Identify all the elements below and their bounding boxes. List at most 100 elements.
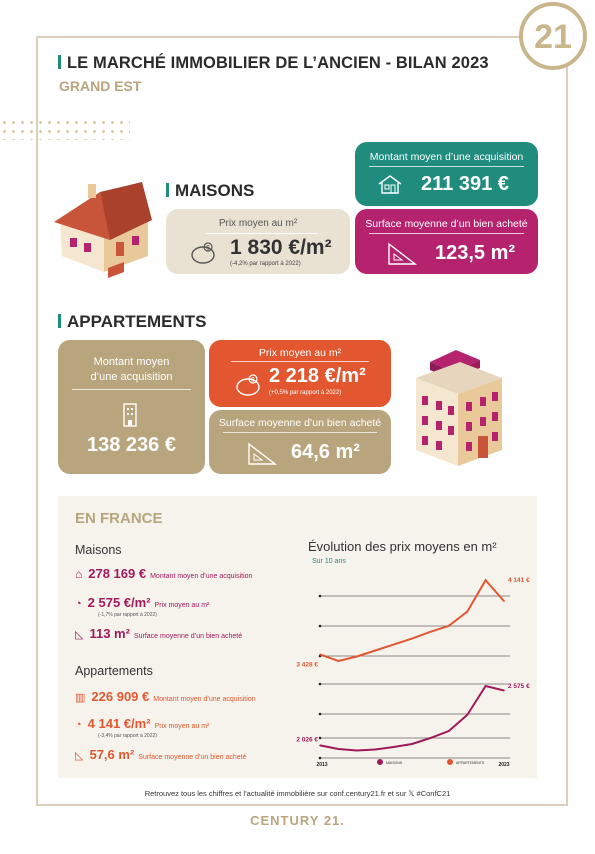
france-appartements-prix-label: Prix moyen au m² — [154, 723, 210, 730]
france-appartements-title: Appartements — [75, 664, 153, 678]
france-maisons-surface-value: 113 m² — [89, 626, 130, 641]
page-title: LE MARCHÉ IMMOBILIER DE L’ANCIEN - BILAN… — [58, 54, 489, 73]
appartements-acquisition-card: Montant moyen d’une acquisition 138 236 … — [58, 340, 205, 474]
piggy-bank-icon: $ — [236, 374, 260, 396]
chart-subtitle: Sur 10 ans — [312, 558, 346, 565]
brand-name: CENTURY 21. — [250, 813, 345, 828]
france-appartements-acquisition-label: Montant moyen d’une acquisition — [153, 696, 256, 703]
maisons-surface-label: Surface moyenne d’un bien acheté — [365, 218, 528, 230]
set-square-icon — [248, 442, 277, 465]
piggy-bank-icon: ◔ — [75, 719, 82, 731]
appartements-prix-value: 2 218 €/m² — [269, 365, 366, 387]
maisons-acquisition-label: Montant moyen d’une acquisition — [369, 151, 524, 163]
france-title: EN FRANCE — [75, 510, 163, 527]
x-tick-label: 2023 — [498, 762, 509, 768]
appartements-prix-note: (+0,5% par rapport à 2022) — [269, 390, 342, 396]
data-label-start: 2 026 € — [296, 736, 318, 743]
gridline-dot — [318, 756, 322, 760]
data-point — [484, 685, 487, 687]
appartements-title: APPARTEMENTS — [58, 312, 206, 332]
france-maisons-prix-note: (-1,7% par rapport à 2022) — [98, 612, 157, 618]
legend-label: MAISONS — [386, 761, 403, 765]
data-label-end: 4 141 € — [508, 577, 530, 584]
maisons-surface-value: 123,5 m² — [435, 242, 516, 264]
data-point — [484, 579, 487, 582]
maisons-prix-note: (-4,2% par rapport à 2022) — [230, 261, 301, 267]
chart-title: Évolution des prix moyens en m² — [308, 539, 497, 554]
appartements-prix-label: Prix moyen au m² — [258, 347, 342, 359]
france-maisons-acquisition-value: 278 169 € — [88, 566, 147, 581]
data-point — [503, 689, 505, 692]
data-point — [466, 714, 468, 716]
piggy-bank-icon: $ — [191, 242, 215, 264]
gridline-dot — [318, 736, 322, 740]
data-point — [356, 749, 358, 752]
maisons-prix-card: Prix moyen au m² $ 1 830 €/m² (-4,2% par… — [166, 209, 350, 274]
appartements-surface-card: Surface moyenne d’un bien acheté 64,6 m² — [209, 410, 391, 474]
france-appartements-prix: ◔ 4 141 €/m² Prix moyen au m² — [75, 716, 209, 731]
data-point — [392, 643, 395, 646]
france-appartements-prix-note: (-3,4% par rapport à 2022) — [98, 733, 157, 739]
footer-note: Retrouvez tous les chiffres et l’actuali… — [144, 789, 451, 798]
france-maisons-prix-value: 2 575 €/m² — [87, 595, 151, 610]
data-point — [448, 625, 450, 627]
gridline-dot — [318, 682, 322, 686]
set-square-icon: ◺ — [75, 750, 84, 762]
maisons-acquisition-value: 211 391 € — [421, 173, 509, 195]
price-evolution-chart: 3 428 € 4 141 € 2 026 € 2 575 € 2013 2023 MAIS… — [296, 577, 530, 768]
france-appartements-surface-value: 57,6 m² — [89, 747, 135, 762]
data-label-end: 2 575 € — [508, 683, 530, 690]
gridline-dot — [318, 712, 322, 716]
appartements-surface-label: Surface moyenne d’un bien acheté — [218, 417, 382, 429]
data-point — [466, 610, 468, 613]
france-maisons-prix: ◔ 2 575 €/m² Prix moyen au m² — [75, 595, 209, 610]
france-appartements-surface: ◺ 57,6 m² Surface moyenne d’un bien ache… — [75, 747, 246, 762]
gridline-dot — [318, 624, 322, 628]
piggy-bank-icon: ◔ — [75, 598, 82, 610]
france-maisons-acquisition-label: Montant moyen d’une acquisition — [150, 573, 253, 580]
maisons-title: MAISONS — [166, 181, 254, 201]
data-label-start: 3 428 € — [296, 661, 318, 668]
building-icon — [123, 403, 137, 427]
data-point — [411, 743, 413, 745]
data-point — [319, 744, 321, 747]
decorative-dots — [0, 118, 130, 140]
apartment-building-illustration — [416, 350, 502, 466]
century21-logo: 21 — [519, 2, 587, 70]
france-maisons-acquisition: ⌂ 278 169 € Montant moyen d’une acquisit… — [75, 566, 252, 581]
data-point — [337, 660, 340, 662]
x-tick-label: 2013 — [316, 762, 327, 768]
data-point — [503, 600, 505, 602]
data-point — [374, 748, 376, 751]
page-frame — [36, 36, 568, 806]
france-panel: EN FRANCE Maisons ⌂ 278 169 € Montant mo… — [58, 496, 537, 778]
france-appartements-surface-label: Surface moyenne d’un bien acheté — [138, 754, 247, 761]
appartements-acquisition-label-2: d’une acquisition — [90, 371, 173, 383]
house-icon — [378, 175, 402, 194]
france-appartements-prix-value: 4 141 €/m² — [87, 716, 151, 731]
svg-text:$: $ — [251, 378, 255, 384]
appartements-acquisition-label-1: Montant moyen — [93, 356, 170, 368]
data-point — [356, 655, 358, 658]
legend-label: APPARTEMENTS — [456, 761, 485, 765]
france-maisons-title: Maisons — [75, 543, 122, 557]
data-point — [429, 631, 432, 633]
data-point — [337, 748, 340, 750]
svg-text:$: $ — [206, 246, 210, 252]
data-point — [429, 737, 432, 739]
series-line-maisons — [319, 684, 505, 752]
legend-swatch — [447, 759, 453, 765]
france-maisons-surface: ◺ 113 m² Surface moyenne d’un bien achet… — [75, 626, 242, 641]
data-point — [448, 730, 450, 732]
maisons-prix-value: 1 830 €/m² — [230, 236, 332, 259]
france-appartements-acquisition: ▥ 226 909 € Montant moyen d’une acquisit… — [75, 689, 256, 704]
data-point — [374, 649, 376, 652]
region-name: GRAND EST — [59, 78, 142, 94]
maisons-surface-card: Surface moyenne d’un bien acheté 123,5 m… — [355, 209, 538, 274]
house-illustration — [54, 182, 152, 278]
france-appartements-acquisition-value: 226 909 € — [91, 689, 150, 704]
logo-text: 21 — [534, 18, 572, 56]
france-maisons-surface-label: Surface moyenne d’un bien acheté — [133, 633, 243, 640]
appartements-acquisition-value: 138 236 € — [87, 434, 176, 456]
maisons-prix-label: Prix moyen au m² — [218, 218, 298, 229]
